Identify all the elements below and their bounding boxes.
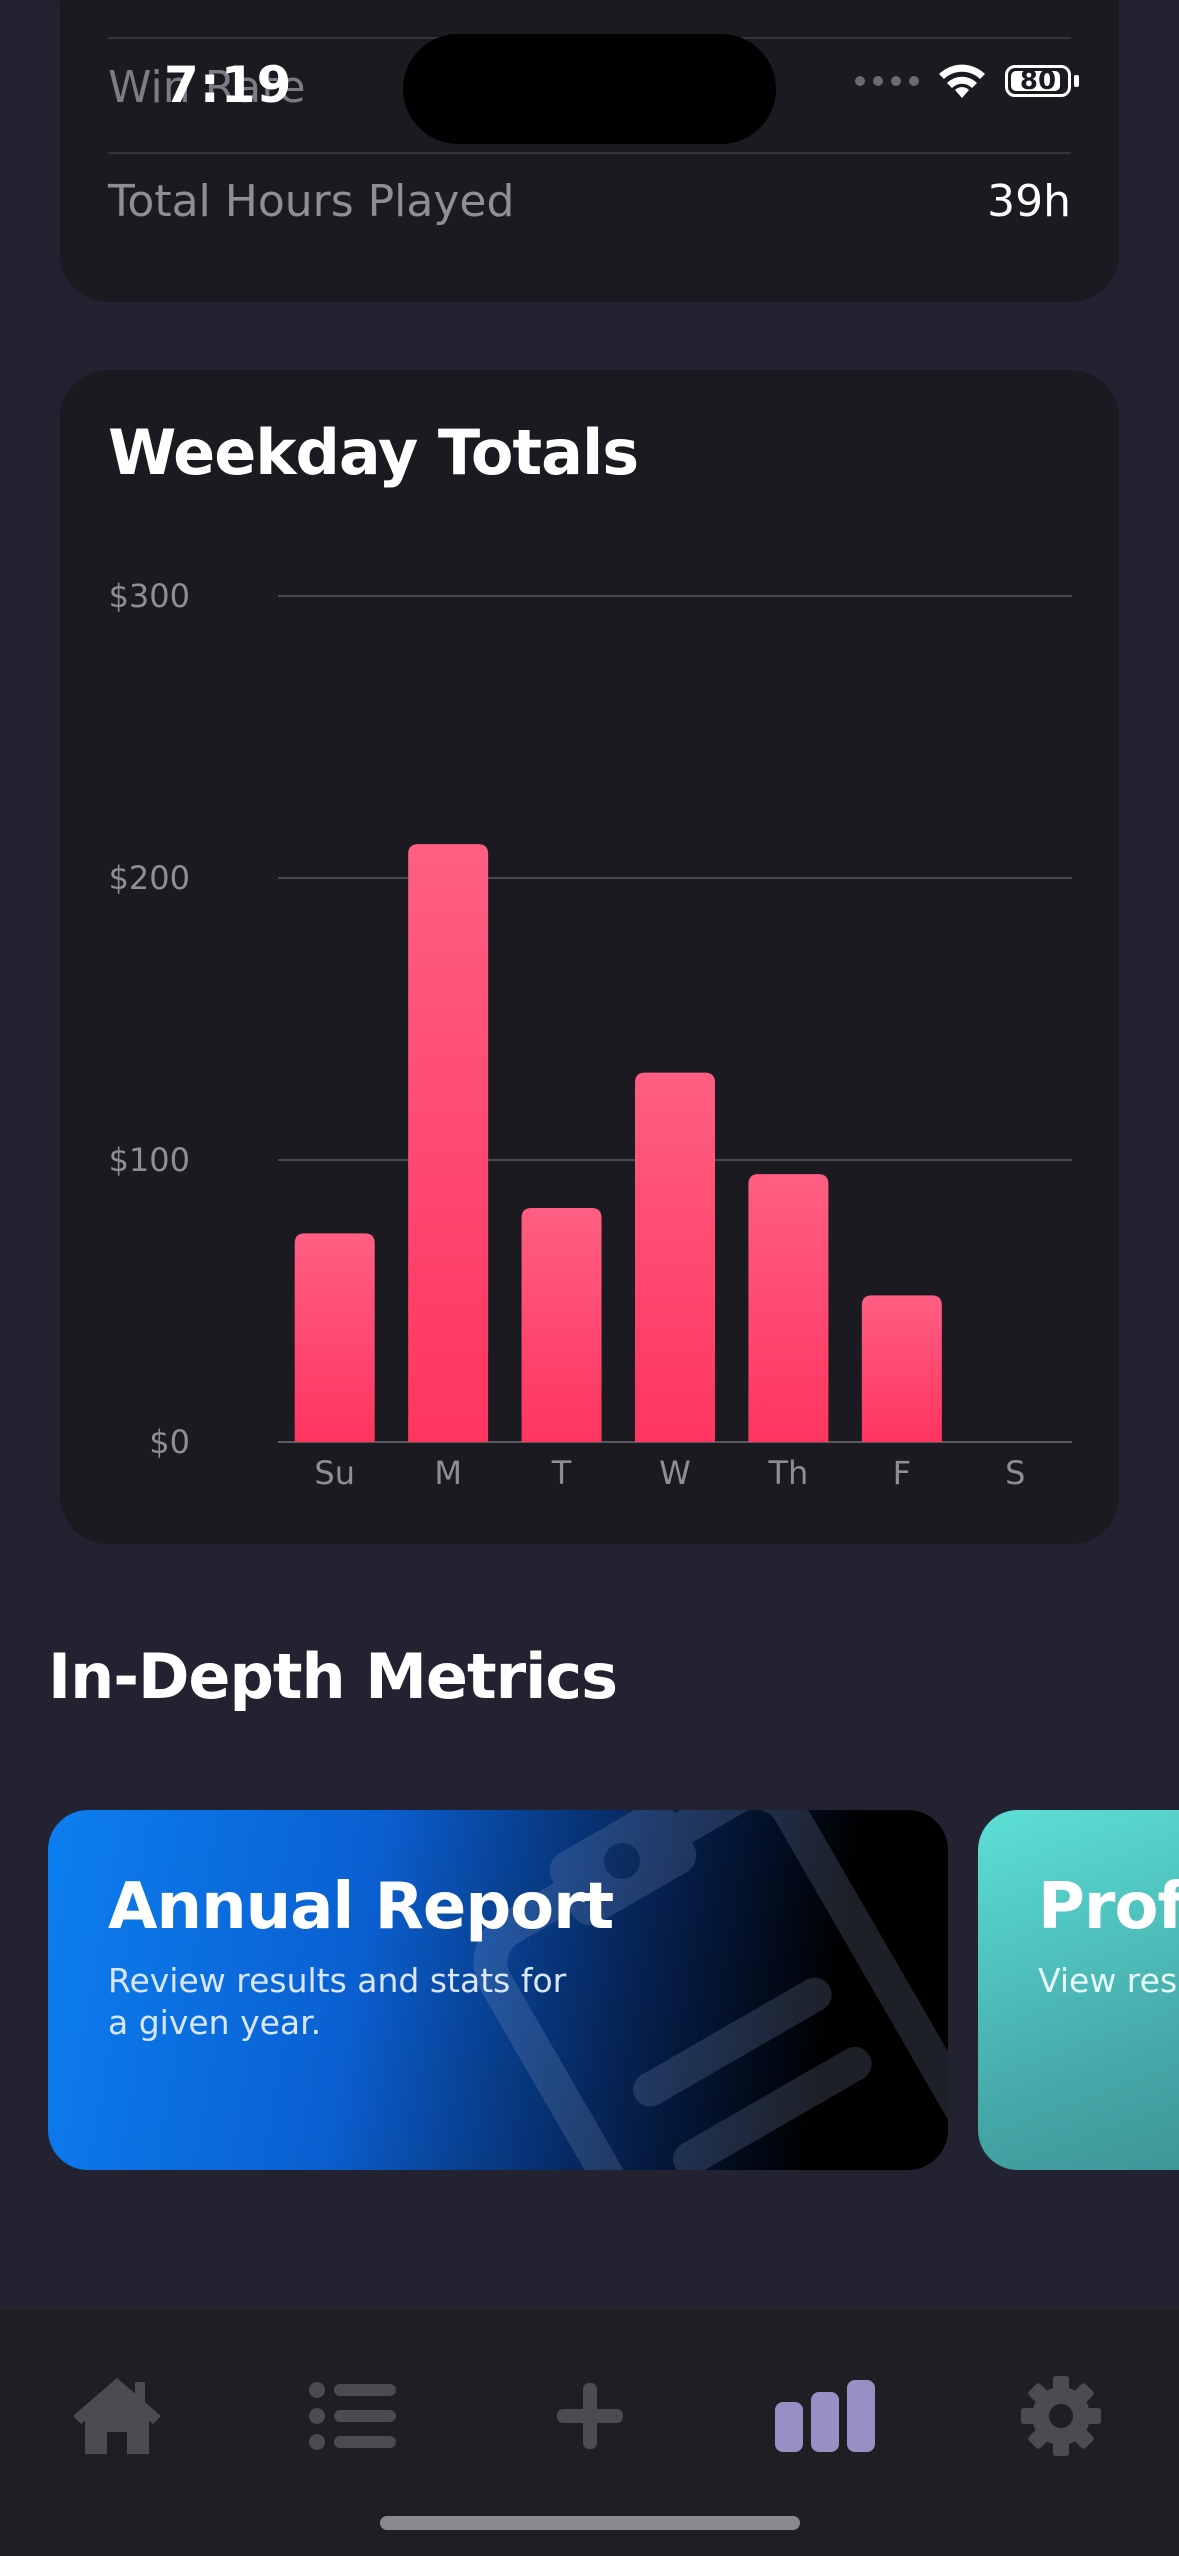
tab-list[interactable] bbox=[298, 2366, 408, 2466]
tab-stats[interactable] bbox=[770, 2366, 880, 2466]
weekday-totals-chart: $0 $100 $200 $300 Su M T W Th F S bbox=[109, 577, 1072, 1492]
tab-add[interactable] bbox=[535, 2366, 645, 2466]
x-tick-label: M bbox=[434, 1454, 462, 1492]
annual-report-card[interactable]: Annual Report Review results and stats f… bbox=[48, 1810, 948, 2170]
dynamic-island bbox=[403, 34, 776, 144]
plus-icon bbox=[557, 2383, 623, 2449]
x-tick-label: T bbox=[551, 1454, 572, 1492]
bar-t bbox=[521, 1207, 602, 1442]
stats-divider bbox=[108, 152, 1071, 154]
x-tick-label: F bbox=[893, 1454, 911, 1492]
stat-label-win-rate: Win Rate bbox=[108, 62, 306, 113]
x-tick-label: W bbox=[659, 1454, 691, 1492]
y-tick-label: $200 bbox=[109, 859, 190, 897]
bar-f bbox=[861, 1295, 942, 1442]
annual-report-title: Annual Report bbox=[108, 1870, 614, 1944]
y-tick-label: $0 bbox=[149, 1423, 190, 1461]
gear-icon bbox=[1021, 2376, 1101, 2456]
list-icon bbox=[309, 2382, 396, 2450]
weekday-totals-card: Weekday Totals $0 $100 $200 $300 Su M T W Th F S bbox=[60, 370, 1119, 1544]
battery-icon: 80 bbox=[1005, 65, 1079, 97]
bar-th bbox=[748, 1174, 829, 1442]
bar-m bbox=[408, 844, 489, 1442]
clipboard-icon bbox=[473, 1810, 948, 2170]
tab-settings[interactable] bbox=[1006, 2366, 1116, 2466]
y-tick-label: $100 bbox=[109, 1141, 190, 1179]
tab-bar bbox=[0, 2310, 1179, 2556]
battery-level: 80 bbox=[1019, 66, 1057, 96]
x-tick-label: Su bbox=[314, 1454, 355, 1492]
tab-home[interactable] bbox=[62, 2366, 172, 2466]
section-title-in-depth-metrics: In-Depth Metrics bbox=[48, 1640, 618, 1713]
profile-card-title: Profi bbox=[1038, 1870, 1179, 1944]
profile-card[interactable]: Profi View resu bbox=[978, 1810, 1179, 2170]
chart-title: Weekday Totals bbox=[108, 416, 639, 489]
profile-card-subtitle: View resu bbox=[1038, 1961, 1179, 2000]
bar-su bbox=[294, 1233, 375, 1442]
bar-chart-icon bbox=[775, 2380, 875, 2452]
stat-value-total-hours: 39h bbox=[987, 176, 1071, 227]
home-icon bbox=[73, 2378, 161, 2454]
status-time: 7:19 bbox=[164, 56, 293, 114]
stat-label-total-hours: Total Hours Played bbox=[108, 176, 515, 227]
home-indicator bbox=[380, 2516, 800, 2530]
bar-w bbox=[635, 1072, 715, 1442]
y-tick-label: $300 bbox=[109, 577, 190, 615]
annual-report-subtitle: Review results and stats for a given yea… bbox=[108, 1961, 567, 2042]
x-tick-label: Th bbox=[768, 1454, 809, 1492]
x-tick-label: S bbox=[1005, 1454, 1025, 1492]
wifi-icon bbox=[939, 64, 985, 98]
status-icons: 80 bbox=[855, 62, 1079, 100]
cellular-signal-icon bbox=[855, 76, 919, 86]
